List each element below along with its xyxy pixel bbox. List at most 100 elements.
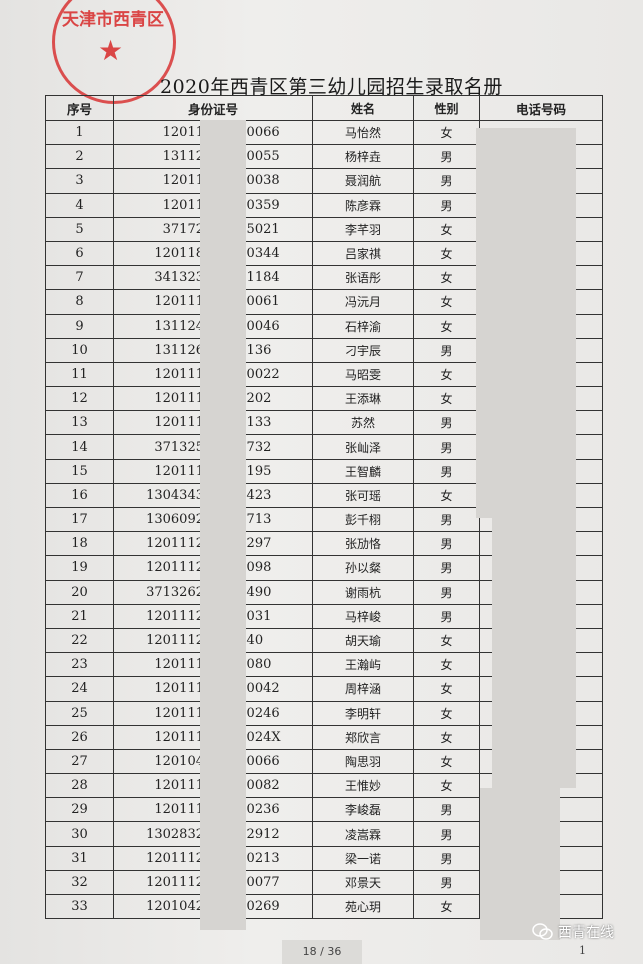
gender: 女 [413,773,480,799]
gender: 女 [413,482,480,509]
gender: 男 [413,579,480,605]
id-prefix: 120111 [154,802,204,818]
id-redaction [200,120,246,930]
student-name: 冯沅月 [312,289,414,315]
row-number: 26 [45,724,114,750]
id-prefix: 120111 [154,729,204,745]
row-number: 33 [45,893,114,920]
row-number: 9 [45,313,114,339]
student-name: 苏然 [312,410,414,436]
student-name: 胡天瑜 [312,627,414,654]
seal-star-icon: ★ [98,34,124,67]
student-name: 张可瑶 [312,482,414,509]
gender: 男 [413,797,480,823]
student-name: 吕家祺 [312,240,414,267]
phone-redaction [480,788,560,940]
gender: 男 [413,555,480,581]
id-prefix: 1304343 [146,487,204,503]
id-prefix: 13112 [162,149,204,165]
row-number: 19 [45,555,114,581]
id-prefix: 1201112 [146,536,204,552]
gender: 男 [413,337,480,363]
student-name: 李芊羽 [312,216,414,242]
row-number: 24 [45,676,114,702]
student-name: 孙以粲 [312,555,414,581]
gender: 男 [413,869,480,896]
student-name: 周梓涵 [312,676,414,702]
row-number: 14 [45,434,114,460]
row-number: 11 [45,361,114,388]
gender: 男 [413,506,480,533]
row-number: 20 [45,579,114,605]
student-name: 马梓峻 [312,603,414,629]
gender: 女 [413,240,480,267]
row-number: 10 [45,337,114,363]
id-prefix: 1201112 [146,608,204,624]
gender: 女 [413,265,480,291]
gender: 女 [413,748,480,775]
row-number: 13 [45,410,114,436]
gender: 男 [413,821,480,847]
student-name: 陶思羽 [312,748,414,775]
student-name: 马怡然 [312,119,414,146]
gender: 女 [413,313,480,339]
student-name: 王惟妙 [312,773,414,799]
row-number: 15 [45,458,114,484]
row-number: 7 [45,265,114,291]
row-number: 25 [45,700,114,726]
student-name: 李明轩 [312,700,414,726]
id-prefix: 131126 [154,342,204,358]
row-number: 27 [45,748,114,775]
student-name: 苑心玥 [312,893,414,920]
column-header: 电话号码 [479,95,603,121]
id-prefix: 120104 [154,753,204,769]
gender: 男 [413,434,480,460]
id-prefix: 120118 [154,246,204,262]
document-title: 2020年西青区第三幼儿园招生录取名册 [160,76,503,98]
row-number: 29 [45,797,114,823]
id-prefix: 120111 [154,778,204,794]
id-prefix: 120111 [154,366,204,382]
row-number: 18 [45,531,114,557]
page-indicator: 18 / 36 [282,940,362,964]
column-header: 身份证号 [113,95,313,121]
row-number: 1 [45,119,114,146]
row-number: 31 [45,845,114,871]
row-number: 17 [45,506,114,533]
row-number: 22 [45,627,114,654]
id-prefix: 120111 [154,705,204,721]
student-name: 张屾泽 [312,434,414,460]
table-row: 7 341323 051184 张语彤女 [45,265,603,291]
watermark: 西青在线 [532,922,614,942]
gender: 女 [413,289,480,315]
id-prefix: 1201042 [146,899,204,915]
id-prefix: 3713262 [146,584,204,600]
watermark-text: 西青在线 [558,925,614,941]
row-number: 6 [45,240,114,267]
id-prefix: 341323 [154,270,204,286]
gender: 女 [413,700,480,726]
gender: 女 [413,676,480,702]
id-prefix: 120111 [154,391,204,407]
student-name: 王智麟 [312,458,414,484]
id-prefix: 12011 [162,125,204,141]
gender: 男 [413,603,480,629]
student-name: 聂润航 [312,168,414,194]
gender: 女 [413,724,480,750]
id-prefix: 1201112 [146,633,204,649]
student-name: 李峻磊 [312,797,414,823]
row-number: 28 [45,773,114,799]
id-prefix: 1302832 [146,826,204,842]
gender: 男 [413,192,480,218]
student-name: 谢雨杭 [312,579,414,605]
wechat-icon [532,923,553,940]
table-row: 11 120111 010022 马昭雯女 [45,361,603,388]
student-name: 张语彤 [312,265,414,291]
row-number: 16 [45,482,114,509]
id-prefix: 120111 [154,657,204,673]
row-number: 30 [45,821,114,847]
id-prefix: 1306092 [146,512,204,528]
gender: 男 [413,144,480,170]
gender: 女 [413,361,480,388]
